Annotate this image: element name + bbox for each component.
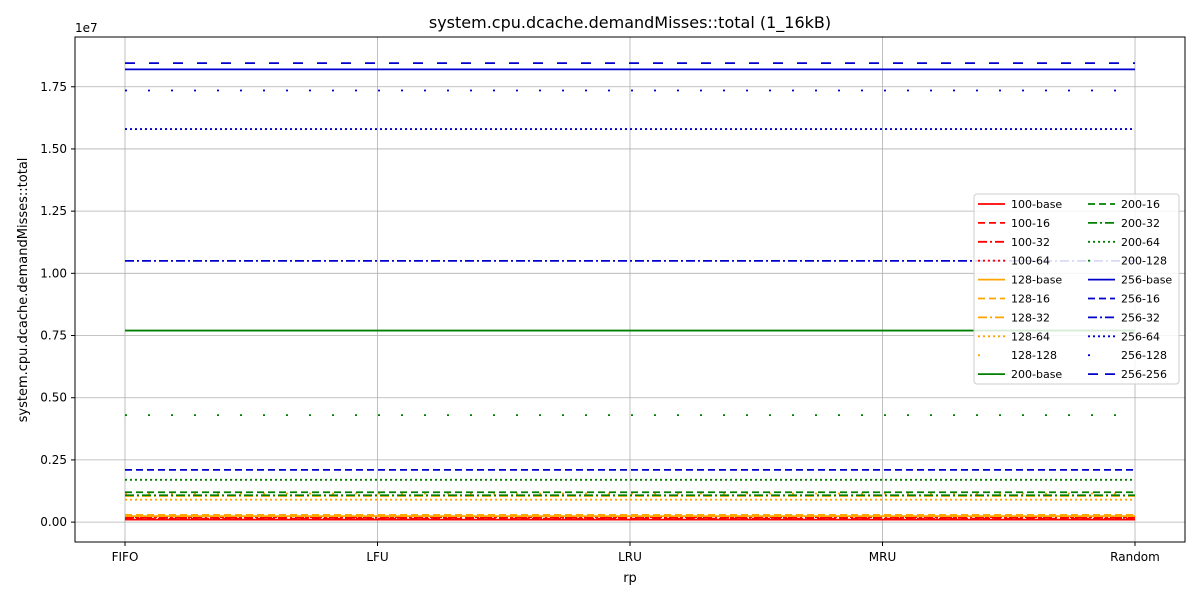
legend-label: 256-128 bbox=[1121, 349, 1167, 362]
legend-label: 100-64 bbox=[1011, 255, 1050, 268]
chart-title: system.cpu.dcache.demandMisses::total (1… bbox=[429, 13, 831, 33]
legend-label: 128-128 bbox=[1011, 349, 1057, 362]
legend-label: 128-32 bbox=[1011, 311, 1050, 324]
legend-label: 200-16 bbox=[1121, 198, 1160, 211]
legend-label: 256-32 bbox=[1121, 311, 1160, 324]
legend-label: 200-base bbox=[1011, 368, 1062, 381]
legend-label: 100-16 bbox=[1011, 217, 1050, 230]
x-tick-label: LFU bbox=[366, 550, 388, 564]
legend-label: 128-base bbox=[1011, 274, 1062, 287]
y-tick-label: 0.00 bbox=[40, 515, 67, 529]
plot-area: 0.00 0.25 0.50 0.75 1.00 1.25 1.50 1.75 FIFO LFU L… bbox=[40, 36, 1186, 564]
legend-label: 100-32 bbox=[1011, 236, 1050, 249]
x-axis-label: rp bbox=[623, 571, 637, 586]
legend-label: 128-16 bbox=[1011, 293, 1050, 306]
legend-label: 200-32 bbox=[1121, 217, 1160, 230]
legend-label: 128-64 bbox=[1011, 330, 1050, 343]
legend-label: 256-256 bbox=[1121, 368, 1167, 381]
x-tick-label: MRU bbox=[869, 550, 896, 564]
legend-label: 256-64 bbox=[1121, 330, 1160, 343]
x-tick-label: LRU bbox=[618, 550, 642, 564]
y-offset-label: 1e7 bbox=[75, 21, 98, 35]
legend-label: 256-base bbox=[1121, 274, 1172, 287]
legend: 100-base 100-16 100-32 100-64 128-base 128-16… bbox=[973, 193, 1180, 385]
legend-label: 100-base bbox=[1011, 198, 1062, 211]
y-tick-label: 1.50 bbox=[40, 142, 67, 156]
x-tick-label: Random bbox=[1110, 550, 1160, 564]
legend-box bbox=[973, 193, 1180, 385]
y-tick-label: 1.25 bbox=[40, 204, 67, 218]
y-tick-label: 0.25 bbox=[40, 453, 67, 467]
x-tick-label: FIFO bbox=[112, 550, 139, 564]
y-tick-label: 0.50 bbox=[40, 391, 67, 405]
y-tick-label: 1.00 bbox=[40, 266, 67, 280]
y-axis-label: system.cpu.dcache.demandMisses::total bbox=[16, 158, 31, 423]
legend-label: 256-16 bbox=[1121, 293, 1160, 306]
legend-label: 200-64 bbox=[1121, 236, 1160, 249]
y-tick-label: 1.75 bbox=[40, 80, 67, 94]
y-tick-label: 0.75 bbox=[40, 329, 67, 343]
legend-label: 200-128 bbox=[1121, 255, 1167, 268]
